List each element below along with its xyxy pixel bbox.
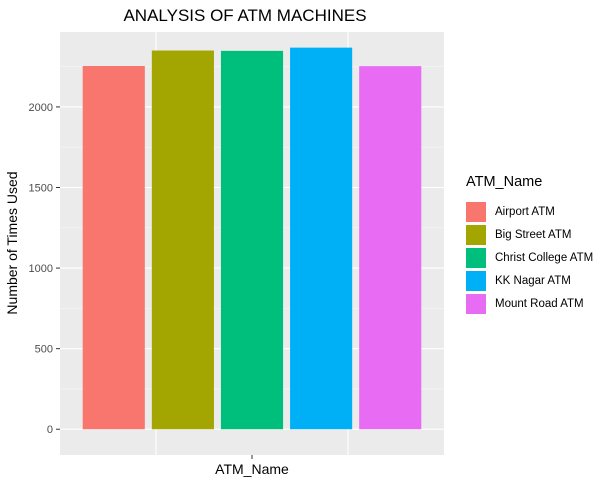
legend-key [466, 270, 486, 291]
legend-key [466, 247, 486, 268]
y-tick-label: 500 [35, 344, 53, 356]
legend-title: ATM_Name [466, 174, 543, 190]
legend: ATM_Name Airport ATM Big Street ATM Chri… [466, 174, 593, 315]
y-axis-label: Number of Times Used [4, 171, 20, 314]
y-tick-label: 0 [47, 424, 53, 436]
legend-item: Airport ATM [466, 200, 593, 223]
y-axis: 0 500 1000 1500 2000 [29, 102, 253, 459]
legend-item: Christ College ATM [466, 246, 593, 269]
bar [359, 66, 422, 430]
y-tick-label: 1500 [29, 183, 53, 195]
legend-label: Mount Road ATM [495, 297, 584, 310]
bar [220, 50, 284, 430]
legend-key [466, 293, 486, 314]
legend-item: Mount Road ATM [466, 292, 593, 315]
legend-label: KK Nagar ATM [495, 274, 571, 287]
bar [290, 47, 353, 430]
legend-key [466, 224, 486, 245]
bar [151, 50, 214, 430]
legend-label: Airport ATM [495, 205, 555, 218]
chart-title: ANALYSIS OF ATM MACHINES [123, 6, 366, 25]
bars [82, 47, 422, 430]
bar [82, 66, 145, 430]
legend-item: Big Street ATM [466, 223, 593, 246]
x-axis-label: ATM_Name [215, 461, 289, 477]
y-tick-label: 1000 [29, 263, 53, 275]
y-tick-label: 2000 [29, 102, 53, 114]
legend-key [466, 201, 486, 222]
legend-label: Big Street ATM [495, 228, 572, 241]
legend-label: Christ College ATM [495, 251, 594, 264]
legend-item: KK Nagar ATM [466, 269, 593, 292]
